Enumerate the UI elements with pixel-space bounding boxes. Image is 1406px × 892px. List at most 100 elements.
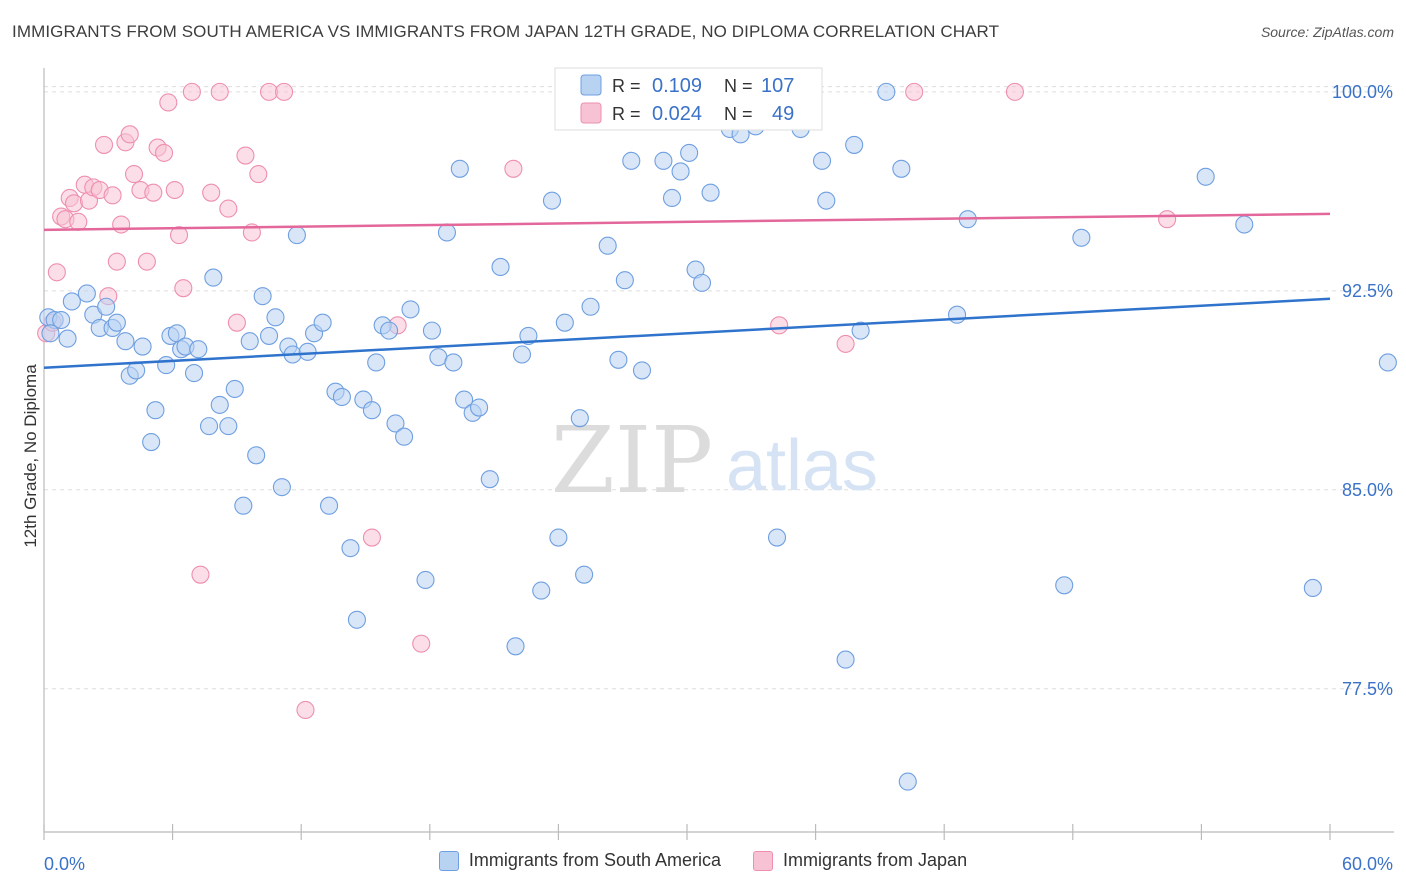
south-america-point[interactable] [512, 345, 532, 364]
japan-point[interactable] [174, 279, 193, 298]
south-america-point[interactable] [240, 332, 259, 351]
south-america-point[interactable] [1378, 353, 1397, 372]
south-america-point[interactable] [347, 610, 366, 629]
south-america-point[interactable] [157, 356, 176, 375]
south-america-point[interactable] [367, 353, 386, 372]
japan-point[interactable] [124, 165, 144, 184]
japan-point[interactable] [112, 215, 131, 234]
japan-point[interactable] [412, 634, 431, 653]
south-america-point[interactable] [671, 162, 690, 181]
japan-point[interactable] [905, 82, 924, 101]
south-america-point[interactable] [320, 496, 339, 515]
japan-point[interactable] [94, 135, 114, 154]
japan-point[interactable] [504, 159, 523, 178]
japan-point[interactable] [202, 183, 221, 202]
south-america-point[interactable] [622, 151, 641, 170]
south-america-point[interactable] [62, 292, 81, 311]
south-america-point[interactable] [692, 273, 712, 292]
japan-point[interactable] [836, 334, 855, 353]
south-america-point[interactable] [219, 417, 238, 436]
japan-point[interactable] [296, 700, 315, 720]
south-america-point[interactable] [204, 268, 223, 287]
south-america-point[interactable] [298, 342, 317, 361]
south-america-point[interactable] [199, 417, 219, 436]
japan-point[interactable] [120, 125, 139, 144]
legend-item-japan[interactable]: Immigrants from Japan [753, 850, 967, 871]
south-america-point[interactable] [455, 390, 474, 409]
japan-point[interactable] [144, 183, 163, 202]
south-america-point[interactable] [1235, 215, 1254, 234]
japan-point[interactable] [69, 212, 88, 231]
south-america-point[interactable] [898, 772, 917, 791]
south-america-point[interactable] [662, 188, 682, 208]
south-america-point[interactable] [225, 379, 244, 399]
south-america-point[interactable] [506, 637, 525, 656]
south-america-point[interactable] [107, 313, 126, 332]
legend-item-south-america[interactable]: Immigrants from South America [438, 850, 721, 871]
south-america-point[interactable] [395, 427, 414, 446]
south-america-point[interactable] [598, 236, 617, 255]
south-america-point[interactable] [184, 364, 204, 383]
south-america-point[interactable] [851, 321, 870, 340]
south-america-point[interactable] [1072, 228, 1091, 247]
south-america-point[interactable] [701, 183, 720, 202]
south-america-point[interactable] [491, 257, 510, 277]
south-america-point[interactable] [58, 329, 77, 348]
south-america-point[interactable] [654, 151, 673, 170]
south-america-point[interactable] [948, 305, 967, 324]
south-america-point[interactable] [386, 414, 405, 433]
south-america-point[interactable] [877, 82, 896, 101]
south-america-point[interactable] [581, 297, 600, 316]
south-america-point[interactable] [575, 565, 594, 584]
south-america-point[interactable] [767, 528, 787, 547]
south-america-point[interactable] [127, 361, 146, 380]
south-america-point[interactable] [422, 321, 441, 340]
south-america-point[interactable] [444, 353, 463, 372]
south-america-point[interactable] [259, 326, 279, 345]
south-america-point[interactable] [332, 387, 351, 406]
japan-point[interactable] [249, 165, 268, 184]
south-america-point[interactable] [189, 340, 208, 359]
south-america-point[interactable] [116, 332, 135, 351]
south-america-point[interactable] [680, 143, 699, 162]
japan-point[interactable] [137, 252, 156, 271]
south-america-point[interactable] [97, 297, 116, 316]
south-america-point[interactable] [41, 324, 60, 343]
japan-point[interactable] [182, 82, 201, 101]
south-america-point[interactable] [380, 321, 399, 340]
south-america-point[interactable] [450, 159, 469, 178]
japan-point[interactable] [159, 93, 178, 112]
south-america-point[interactable] [609, 350, 628, 369]
south-america-point[interactable] [247, 446, 266, 465]
south-america-point[interactable] [615, 271, 634, 290]
japan-point[interactable] [64, 194, 84, 213]
south-america-point[interactable] [210, 395, 229, 414]
south-america-point[interactable] [470, 398, 489, 417]
japan-point[interactable] [219, 199, 238, 218]
japan-point[interactable] [259, 82, 279, 101]
japan-point[interactable] [210, 82, 229, 101]
japan-point[interactable] [236, 146, 255, 165]
south-america-point[interactable] [812, 151, 832, 170]
south-america-point[interactable] [234, 496, 253, 515]
south-america-point[interactable] [1303, 578, 1322, 597]
south-america-point[interactable] [341, 539, 360, 558]
south-america-point[interactable] [480, 470, 499, 489]
south-america-point[interactable] [142, 432, 161, 452]
japan-point[interactable] [103, 186, 122, 205]
japan-point[interactable] [770, 316, 789, 335]
south-america-point[interactable] [52, 310, 71, 330]
japan-point[interactable] [191, 565, 210, 584]
south-america-point[interactable] [1055, 576, 1074, 595]
south-america-point[interactable] [362, 401, 381, 420]
japan-point[interactable] [165, 180, 184, 200]
south-america-point[interactable] [313, 313, 332, 332]
south-america-point[interactable] [437, 223, 456, 242]
south-america-point[interactable] [401, 300, 420, 319]
japan-point[interactable] [47, 263, 66, 282]
japan-point[interactable] [227, 313, 246, 332]
south-america-point[interactable] [532, 581, 551, 600]
south-america-point[interactable] [632, 361, 652, 380]
south-america-point[interactable] [836, 650, 855, 669]
south-america-point[interactable] [77, 284, 96, 303]
